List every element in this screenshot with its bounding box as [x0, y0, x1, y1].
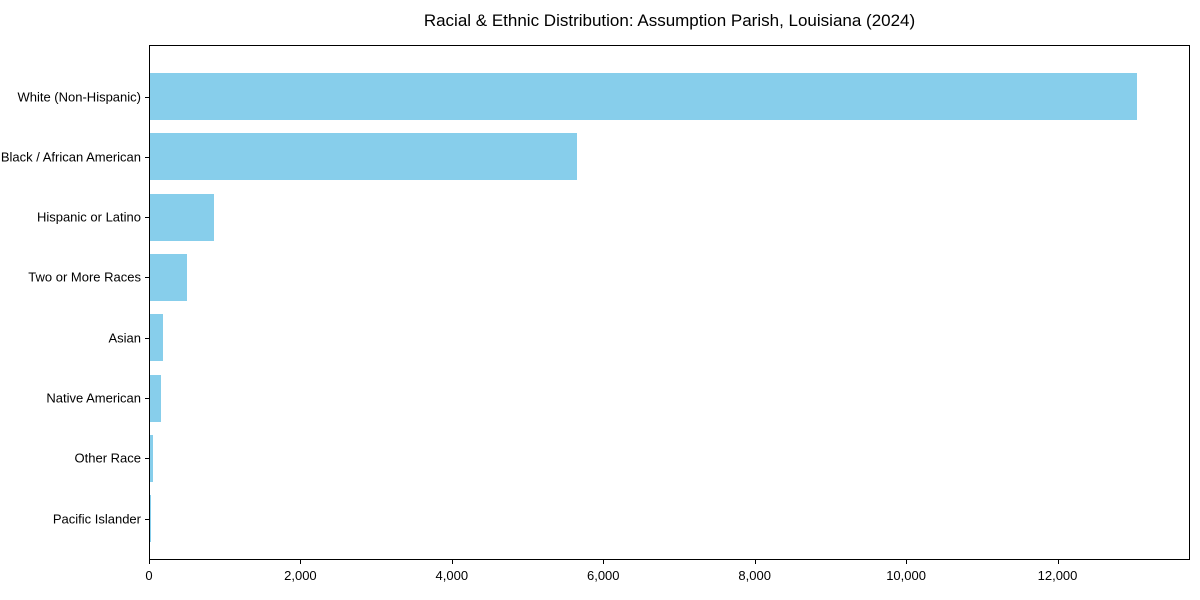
y-tick-label: Two or More Races	[28, 269, 141, 285]
chart-title: Racial & Ethnic Distribution: Assumption…	[423, 11, 916, 30]
x-tick-mark	[754, 560, 756, 564]
y-tick-label: Native American	[46, 390, 141, 406]
y-tick-label: White (Non-Hispanic)	[17, 89, 141, 104]
x-tick-label: 10,000	[886, 568, 926, 583]
bar-white-non-hispanic	[150, 73, 1138, 120]
x-tick-mark	[603, 560, 605, 564]
y-tick-mark	[145, 277, 149, 279]
plot-area	[149, 45, 1190, 560]
y-tick-mark	[145, 458, 149, 460]
y-tick-mark	[145, 217, 149, 219]
x-tick-mark	[451, 560, 453, 564]
x-tick-mark	[906, 560, 908, 564]
bar-other-race	[150, 434, 154, 482]
x-tick-label: 0	[145, 568, 153, 583]
x-tick-mark	[1057, 560, 1059, 564]
y-tick-mark	[145, 398, 149, 399]
bar-native-american	[150, 374, 161, 422]
bar-black-african-american	[150, 133, 577, 181]
y-tick-mark	[145, 156, 149, 158]
x-tick-label: 2,000	[284, 568, 317, 583]
x-tick-label: 6,000	[586, 568, 620, 583]
x-tick-mark	[300, 560, 302, 564]
x-tick-label: 4,000	[435, 568, 469, 583]
y-tick-label: Pacific Islander	[52, 511, 141, 527]
y-tick-label: Asian	[108, 330, 141, 346]
bar-hispanic-or-latino	[150, 193, 214, 241]
y-tick-label: Black / African American	[0, 149, 141, 165]
x-tick-label: 12,000	[1037, 568, 1078, 583]
y-tick-mark	[145, 96, 149, 98]
x-tick-label: 8,000	[738, 568, 771, 583]
y-tick-mark	[145, 337, 149, 339]
x-tick-mark	[149, 560, 150, 564]
y-tick-mark	[145, 518, 149, 520]
bar-asian	[150, 314, 163, 362]
y-tick-label: Hispanic or Latino	[36, 209, 141, 225]
bar-two-or-more-races	[150, 253, 188, 301]
y-tick-label: Other Race	[74, 450, 141, 466]
